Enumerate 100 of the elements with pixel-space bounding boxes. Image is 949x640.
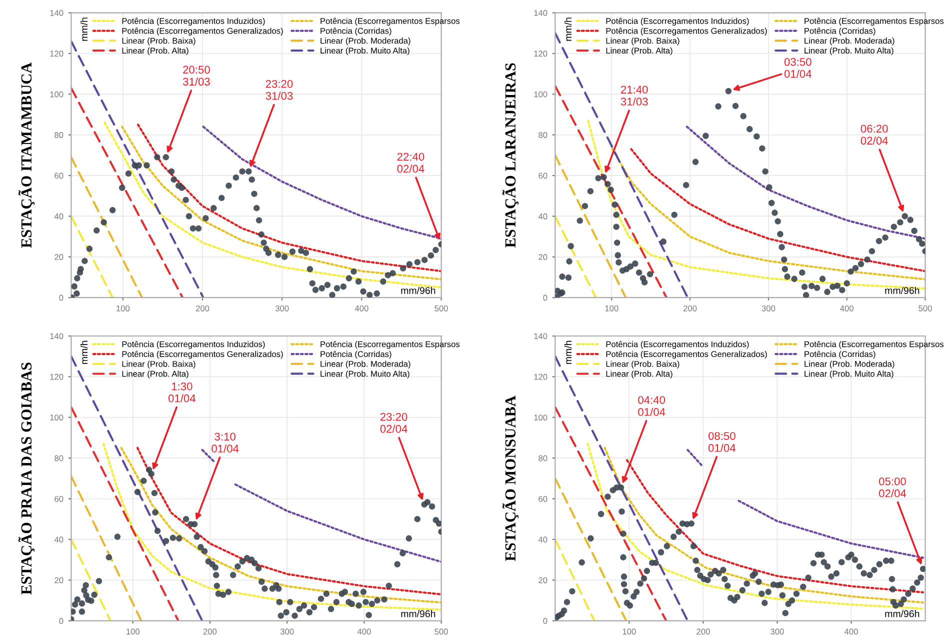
x-tick-label: 400: [354, 305, 368, 312]
y-tick-label: 40: [54, 536, 64, 543]
y-tick-label: 100: [534, 91, 548, 98]
y-tick-label: 80: [54, 455, 64, 462]
y-tick-label: 60: [54, 496, 64, 502]
y-tick-label: 20: [538, 577, 548, 584]
legend-label: Potência (Escorregamentos Induzidos): [122, 341, 265, 349]
annotation: 06:20 02/04: [860, 124, 888, 145]
annotation: 03:50 01/04: [784, 58, 812, 78]
x-tick-label: 500: [434, 628, 448, 635]
y-tick-label: 40: [538, 536, 548, 543]
text: ESTAÇÃO LARANJEIRAS: [502, 63, 519, 248]
annotation: 22:40 02/04: [397, 152, 424, 173]
legend-label: Linear (Prob. Baixa): [122, 360, 196, 369]
y-tick-label: 20: [538, 254, 548, 260]
annotation: 04:40 01/04: [638, 396, 666, 416]
x-tick-label: 200: [684, 305, 697, 312]
y-tick-label: 40: [54, 213, 64, 220]
x-tick-label: 400: [840, 305, 854, 312]
legend-label: Potência (Escorregamentos Generalizados): [122, 350, 283, 359]
y-axis-title: mm/h: [564, 340, 572, 364]
legend-label: Potência (Escorregamentos Esparsos: [320, 341, 460, 349]
legend-label: Linear (Prob. Alta): [606, 370, 672, 378]
line-series: [202, 126, 442, 240]
x-tick-label: 100: [126, 628, 140, 635]
legend-label: Potência (Escorregamentos Induzidos): [122, 18, 265, 26]
annotation: 20:50 31/03: [182, 66, 210, 86]
x-tick-label: 200: [203, 628, 217, 635]
annotation: 3:10 01/04: [212, 432, 239, 453]
legend-label: Potência (Escorregamentos Generalizados): [606, 28, 767, 36]
annotation: 08:50 01/04: [708, 432, 736, 452]
legend-label: Linear (Prob. Muito Alta): [804, 370, 894, 378]
x-tick-label: 200: [196, 305, 210, 312]
legend-label: Potência (Escorregamentos Induzidos): [606, 18, 749, 26]
legend-label: Linear (Prob. Muito Alta): [804, 47, 894, 56]
y-tick-label: 140: [534, 10, 548, 16]
legend-label: Linear (Prob. Alta): [606, 47, 672, 56]
text: ESTAÇÃO PRAIA DAS GOIABAS: [18, 362, 35, 595]
y-tick-label: 0: [543, 618, 548, 624]
annotation: 05:00 02/04: [879, 477, 906, 498]
text: ESTAÇÃO MONSUABA: [502, 396, 519, 561]
x-tick-label: 100: [622, 628, 636, 635]
legend-label: Potência (Escorregamentos Induzidos): [606, 341, 749, 349]
y-tick-label: 120: [50, 50, 64, 57]
legend-label: Linear (Prob. Alta): [122, 370, 188, 378]
legend-label: Linear (Prob. Alta): [122, 47, 188, 56]
y-tick-label: 140: [50, 10, 64, 16]
legend-label: Linear (Prob. Baixa): [606, 38, 680, 46]
x-tick-label: 300: [770, 628, 784, 635]
y-tick-label: 120: [534, 374, 548, 380]
legend-label: Linear (Prob. Muito Alta): [320, 47, 410, 56]
legend-label: Linear (Prob. Muito Alta): [320, 370, 410, 378]
legend-label: Linear (Prob. Moderada): [804, 38, 894, 46]
legend-label: Linear (Prob. Moderada): [804, 360, 894, 369]
y-axis-title: mm/h: [564, 18, 572, 41]
annotation: 21:40 31/03: [620, 86, 648, 106]
y-tick-label: 100: [534, 414, 548, 420]
y-tick-label: 120: [534, 50, 548, 57]
legend-label: Potência (Escorregamentos Generalizados): [122, 28, 283, 36]
line-series: [686, 126, 926, 240]
x-axis-title: mm/96h: [401, 610, 436, 618]
y-tick-label: 20: [54, 577, 64, 584]
x-tick-label: 300: [275, 305, 289, 312]
y-tick-label: 100: [50, 414, 64, 420]
x-axis-title: mm/96h: [401, 286, 436, 294]
legend-label: Potência (Escorregamentos Esparsos: [320, 18, 460, 26]
text: ESTAÇÃO ITAMAMBUCA: [18, 62, 35, 248]
legend-label: Potência (Escorregamentos Esparsos: [804, 18, 944, 26]
y-tick-label: 140: [50, 333, 64, 340]
legend-label: Potência (Corridas): [320, 350, 392, 359]
y-tick-label: 40: [538, 213, 548, 220]
annotation: 23:20 02/04: [380, 412, 408, 433]
x-tick-label: 100: [605, 305, 618, 312]
legend-label: Potência (Corridas): [804, 28, 876, 36]
legend-label: Linear (Prob. Baixa): [606, 360, 680, 369]
legend-label: Linear (Prob. Moderada): [320, 38, 410, 46]
y-tick-label: 80: [54, 132, 64, 138]
annotation: 23:20 31/03: [266, 80, 293, 100]
y-tick-label: 80: [538, 455, 548, 462]
legend-label: Potência (Corridas): [804, 350, 876, 359]
x-tick-label: 400: [844, 628, 858, 635]
y-tick-label: 60: [538, 172, 548, 179]
annotation: 1:30 01/04: [168, 382, 196, 402]
y-axis-title: mm/h: [80, 18, 88, 41]
y-tick-label: 0: [543, 294, 548, 301]
x-axis-title: mm/96h: [885, 610, 920, 618]
y-tick-label: 100: [50, 91, 64, 98]
x-tick-label: 300: [280, 628, 294, 635]
y-tick-label: 140: [534, 333, 548, 340]
y-tick-label: 80: [538, 132, 548, 138]
x-tick-label: 100: [116, 305, 130, 312]
x-axis-title: mm/96h: [885, 286, 920, 294]
legend-label: Potência (Escorregamentos Esparsos: [804, 341, 944, 349]
legend-label: Linear (Prob. Moderada): [320, 360, 410, 369]
y-tick-label: 60: [538, 496, 548, 502]
y-axis-title: mm/h: [80, 340, 88, 364]
legend-label: Potência (Escorregamentos Generalizados): [606, 350, 767, 359]
x-tick-label: 500: [918, 305, 932, 312]
y-tick-label: 0: [59, 294, 64, 301]
x-tick-label: 400: [357, 628, 371, 635]
